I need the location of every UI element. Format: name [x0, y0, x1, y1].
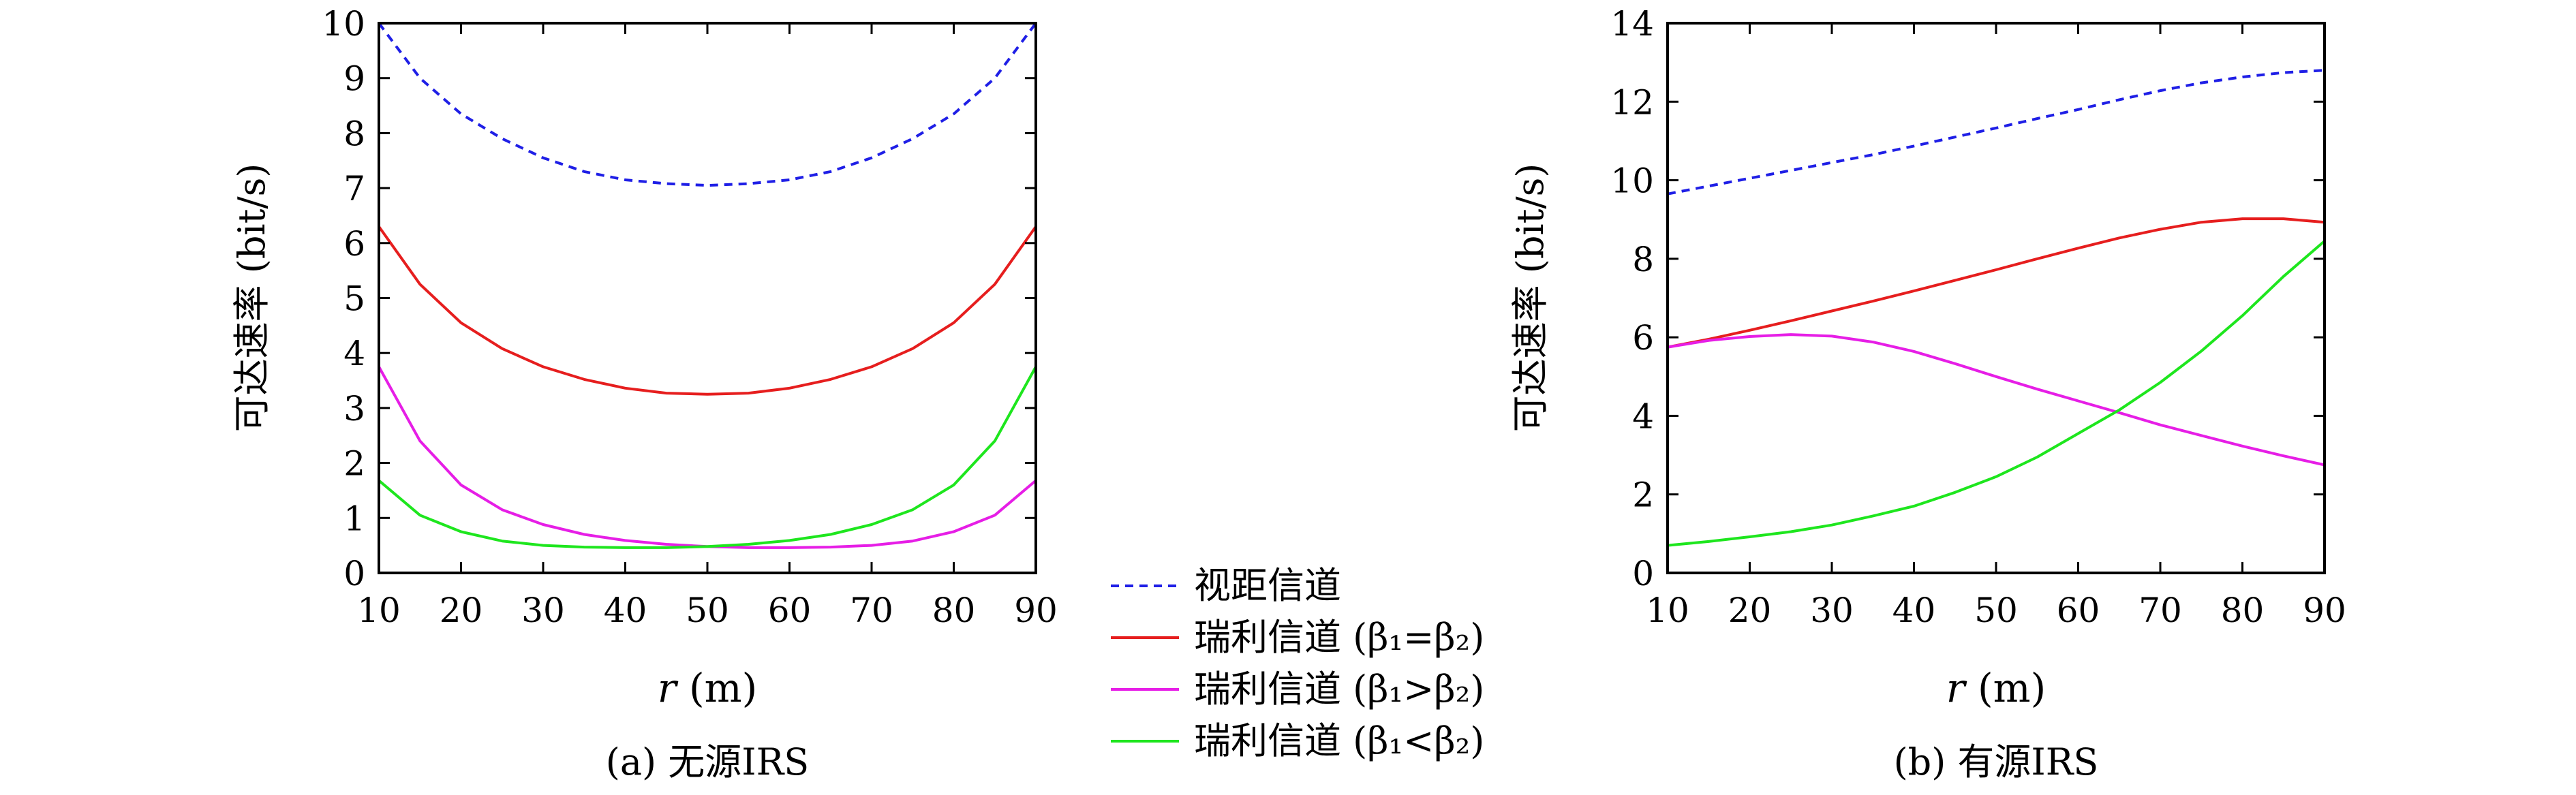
caption-a: (a) 无源IRS: [606, 741, 809, 783]
y-tick-label: 8: [343, 114, 365, 153]
y-tick-label: 5: [343, 279, 365, 319]
x-axis-label-b: r (m): [1946, 665, 2046, 711]
series-line-ray_eq-b: [1667, 217, 2325, 349]
plot-frame-b: [1666, 22, 2326, 574]
x-tick-label: 50: [1974, 591, 2018, 630]
series-line-ray_eq-a: [378, 225, 1037, 396]
chart-panel-a: 10 20 30 40 50 60 70 80 90 0 1 2 3 4 5 6 7 8 9 10 可达速率 (bit…: [230, 4, 1058, 783]
x-tick-label: 30: [521, 591, 565, 630]
x-tick-label: 50: [686, 591, 729, 630]
x-tick-label: 70: [850, 591, 893, 630]
y-tick-label: 6: [1632, 318, 1654, 358]
x-axis-label-a: r (m): [658, 665, 757, 711]
y-tick-label: 1: [343, 499, 365, 538]
x-tick-label: 10: [1646, 591, 1689, 630]
y-tick-label: 10: [1610, 161, 1654, 201]
x-tick-label: 30: [1810, 591, 1854, 630]
y-tick-label: 4: [343, 334, 365, 373]
y-tick-label: 2: [1632, 476, 1654, 515]
series-line-ray_lt-b: [1667, 240, 2326, 547]
y-axis-label-a: 可达速率 (bit/s): [230, 163, 273, 433]
y-tick-label: 2: [343, 444, 365, 484]
y-tick-label: 10: [322, 4, 365, 44]
x-tick-label: 60: [768, 591, 812, 630]
x-tick-label: 90: [1014, 591, 1058, 630]
y-tick-label: 4: [1632, 396, 1654, 436]
series-line-los-b: [1667, 69, 2325, 196]
legend-label-ray_lt: 瑞利信道 (β₁<β₂): [1194, 719, 1484, 762]
y-tick-label: 0: [343, 554, 365, 593]
y-tick-label: 6: [343, 224, 365, 264]
x-tick-label: 60: [2057, 591, 2100, 630]
x-tick-label: 10: [357, 591, 401, 630]
y-tick-label: 8: [1632, 240, 1654, 279]
y-axis-label-b: 可达速率 (bit/s): [1509, 163, 1552, 433]
plot-frame-a: [378, 22, 1037, 574]
x-tick-label: 90: [2303, 591, 2346, 630]
x-tick-label: 80: [2221, 591, 2265, 630]
x-tick-label: 40: [604, 591, 647, 630]
x-tick-label: 20: [1728, 591, 1772, 630]
y-tick-label: 0: [1632, 554, 1654, 593]
y-tick-label: 12: [1610, 82, 1654, 122]
series-line-ray_lt-a: [378, 366, 1037, 549]
x-tick-label: 20: [440, 591, 483, 630]
x-tick-label: 70: [2138, 591, 2182, 630]
legend-label-los: 视距信道: [1194, 564, 1341, 607]
y-tick-label: 7: [343, 169, 365, 208]
y-tick-label: 14: [1610, 4, 1654, 44]
series-line-los-a: [378, 22, 1037, 187]
series-line-ray_gt-b: [1667, 333, 2325, 467]
legend-label-ray_gt: 瑞利信道 (β₁>β₂): [1194, 668, 1484, 711]
y-tick-label: 9: [343, 59, 365, 99]
legend-label-ray_eq: 瑞利信道 (β₁=β₂): [1194, 616, 1484, 659]
y-tick-label: 3: [343, 389, 365, 428]
chart-panel-b: 10 20 30 40 50 60 70 80 90 0 2 4 6 8 10 12 14 可达速率 (bit/…: [1509, 4, 2346, 783]
caption-b: (b) 有源IRS: [1894, 741, 2099, 783]
x-tick-label: 40: [1892, 591, 1936, 630]
x-tick-label: 80: [932, 591, 976, 630]
